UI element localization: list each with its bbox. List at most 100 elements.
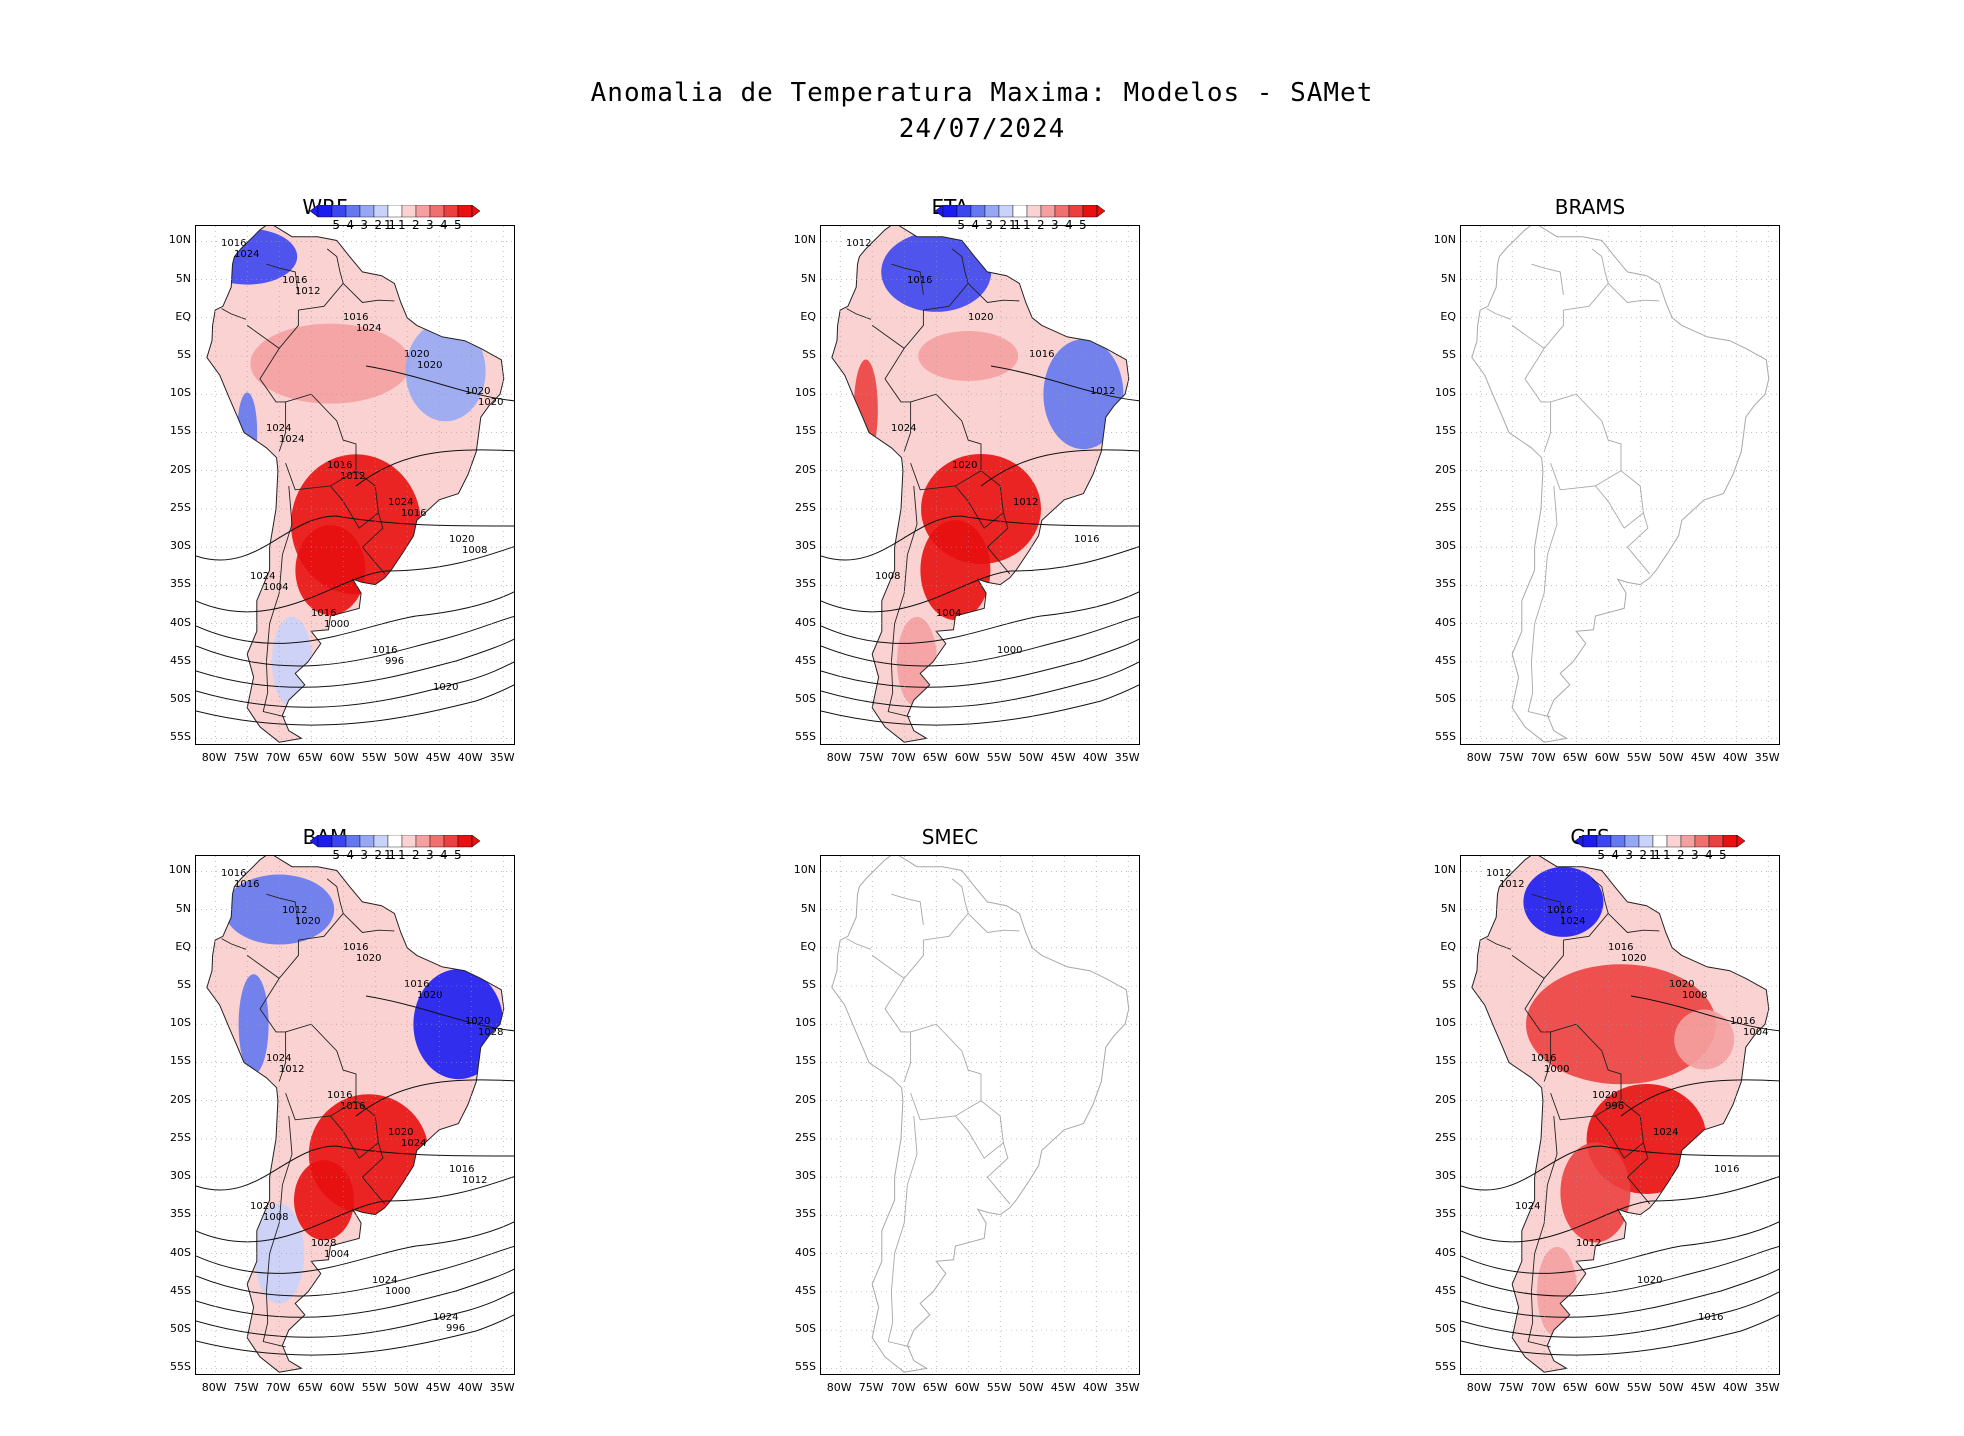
colorbar-label: -2 [995, 218, 1007, 232]
isobar-label: 1016 [907, 275, 932, 286]
isobar-label: 1024 [388, 497, 413, 508]
isobar-label: 1004 [263, 582, 288, 593]
colorbar-swatch [1680, 835, 1696, 848]
colorbar-label: 1 [1663, 848, 1671, 862]
lon-label: 55W [986, 751, 1012, 764]
isobar-label: 1024 [234, 249, 259, 260]
colorbar-label: 3 [1691, 848, 1699, 862]
isobar-label: 1016 [340, 1101, 365, 1112]
colorbar-label: -1 [384, 218, 396, 232]
lon-label: 45W [1050, 751, 1076, 764]
colorbar-swatch [1596, 835, 1612, 848]
colorbar-label: 1 [1009, 218, 1017, 232]
colorbar-swatch [1610, 835, 1626, 848]
colorbar-swatch [331, 205, 347, 218]
isobar-label: 1016 [311, 608, 336, 619]
isobar-label: 1020 [952, 460, 977, 471]
panel-eta: ETA 101210161020101610121024102010121016… [780, 195, 1140, 764]
colorbar-swatch [1666, 835, 1682, 848]
isobar-label: 1012 [846, 238, 871, 249]
graticule [196, 856, 514, 1374]
lat-label: 25S [170, 500, 191, 514]
colorbar-swatch [1582, 835, 1598, 848]
anomaly-field [206, 226, 504, 743]
isobar-label: 1024 [250, 571, 275, 582]
lat-label: 10S [1435, 386, 1456, 400]
colorbar-label: 3 [1051, 218, 1059, 232]
panel-title: BRAMS [1554, 195, 1626, 219]
colorbar-swatch [415, 835, 431, 848]
isobar-label: 1016 [1714, 1164, 1739, 1175]
lat-label: 35S [795, 577, 816, 591]
lat-label: EQ [800, 939, 816, 953]
colorbar-swatch [429, 205, 445, 218]
lon-label: 75W [233, 751, 259, 764]
colorbar-label: -3 [1621, 848, 1633, 862]
lat-label: 20S [170, 1092, 191, 1106]
isobar-label: 1020 [295, 916, 320, 927]
colorbar-label: 5 [1719, 848, 1727, 862]
lon-label: 35W [489, 1381, 515, 1394]
lon-label: 40W [457, 1381, 483, 1394]
lon-label: 45W [1690, 751, 1716, 764]
lat-label: 35S [170, 1207, 191, 1221]
lat-label: 30S [1435, 539, 1456, 553]
lat-label: 25S [1435, 500, 1456, 514]
colorbar-swatch [1624, 835, 1640, 848]
lon-label: 40W [1082, 751, 1108, 764]
panel-gfs: GFS 101210161016102010161016102010241016… [1420, 825, 1780, 1394]
anomaly-field [1471, 856, 1769, 1373]
isobar-label: 1016 [327, 460, 352, 471]
lat-label: 20S [795, 1092, 816, 1106]
isobar-label: 1016 [221, 868, 246, 879]
lon-label: 75W [1498, 1381, 1524, 1394]
colorbar-swatch [1638, 835, 1654, 848]
colorbar-swatch [429, 835, 445, 848]
map-layer [831, 856, 1130, 1373]
lat-label: 25S [795, 500, 816, 514]
lat-label: 20S [1435, 1092, 1456, 1106]
isobar-label: 1012 [1090, 386, 1115, 397]
colorbar-label: -5 [953, 218, 965, 232]
isobar-label: 1024 [356, 323, 381, 334]
panel-smec: SMEC 10N 5N EQ 5S 10S 15S 20S 25S 30S 35S 40S 45S 50… [780, 825, 1140, 1394]
lon-label: 80W [1466, 1381, 1492, 1394]
lat-label: 5S [1442, 978, 1456, 991]
lat-label: 40S [795, 1245, 816, 1259]
isobars: 1016101610161020102010241016102410201024… [196, 238, 514, 726]
lon-label: 35W [1754, 1381, 1780, 1394]
colorbar-swatch [331, 835, 347, 848]
isobar-label: 1016 [1531, 1053, 1556, 1064]
lat-label: 50S [170, 1322, 191, 1336]
lat-label: 15S [1435, 424, 1456, 438]
lat-label: 10S [1435, 1016, 1456, 1030]
isobar-label: 1016 [343, 942, 368, 953]
lon-label: 50W [1658, 1381, 1684, 1394]
lat-label: EQ [175, 939, 191, 953]
lon-label: 65W [1562, 751, 1588, 764]
lat-label: 20S [170, 462, 191, 476]
isobar-label: 1020 [1592, 1090, 1617, 1101]
lat-label: 5N [175, 901, 191, 915]
isobar-label: 1024 [1515, 1201, 1540, 1212]
colorbar-swatch [1054, 205, 1070, 218]
lat-label: 30S [170, 539, 191, 553]
isobar-label: 1020 [250, 1201, 275, 1212]
isobar-label: 1016 [404, 979, 429, 990]
colorbar-label: -4 [1607, 848, 1619, 862]
colorbar-label: 4 [1065, 218, 1073, 232]
isobar-label: 1028 [311, 1238, 336, 1249]
lat-label: 15S [795, 1054, 816, 1068]
colorbar-label: 5 [1079, 218, 1087, 232]
figure-date: 24/07/2024 [898, 114, 1066, 144]
lon-label: 80W [201, 751, 227, 764]
isobar-label: 1008 [263, 1212, 288, 1223]
colorbar: -5 -4 -3 -2 -1 1 1 2 3 4 5 [935, 205, 1105, 239]
lon-label: 80W [1466, 751, 1492, 764]
lat-label: 50S [795, 692, 816, 706]
colorbar: -5 -4 -3 -2 -1 1 1 2 3 4 5 [310, 205, 480, 239]
lon-label: 75W [233, 1381, 259, 1394]
isobar-label: 1016 [1074, 534, 1099, 545]
lon-label: 35W [1114, 1381, 1140, 1394]
map-layer [1471, 226, 1770, 743]
